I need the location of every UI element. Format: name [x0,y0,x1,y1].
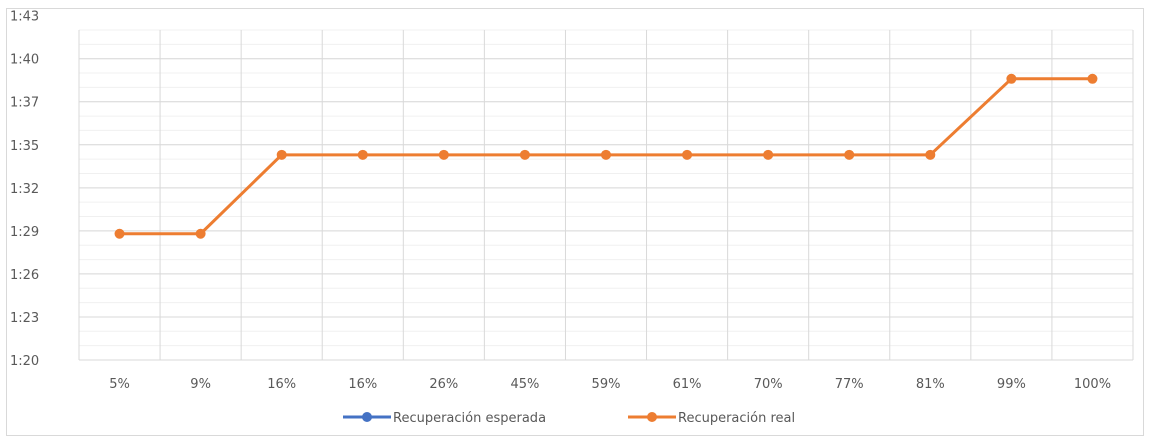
x-tick-label: 99% [997,377,1026,392]
x-tick-label: 16% [267,377,296,392]
legend-swatch-real-marker [647,412,657,422]
x-tick-label: 16% [348,377,377,392]
y-tick-label: 1:35 [10,139,39,154]
series-layer [114,73,1098,239]
x-tick-label: 100% [1074,377,1111,392]
data-point [519,149,530,160]
x-tick-label: 5% [109,377,130,392]
y-tick-label: 1:23 [10,311,39,326]
y-tick-label: 1:20 [10,354,39,369]
x-tick-label: 59% [592,377,621,392]
legend-item-expected: Recuperación esperada [343,411,546,426]
legend-swatch-expected-marker [362,412,372,422]
data-point [1087,73,1098,84]
y-tick-label: 1:26 [10,268,39,283]
axis-layer: 1:20 1:23 1:26 1:29 1:32 1:35 1:37 1:40 1:43 5% 9%… [10,10,1111,392]
legend-label-real: Recuperación real [678,411,795,426]
data-point [276,149,287,160]
data-point [195,228,206,239]
legend-label-expected: Recuperación esperada [393,411,546,426]
chart-frame [6,8,1144,436]
data-point [357,149,368,160]
x-tick-label: 77% [835,377,864,392]
data-point [682,149,693,160]
y-tick-label: 1:29 [10,225,39,240]
x-tick-label: 9% [190,377,211,392]
data-point [438,149,449,160]
legend-item-real: Recuperación real [628,411,795,426]
y-tick-label: 1:43 [10,10,39,25]
grid-layer [78,29,1134,361]
x-tick-label: 70% [754,377,783,392]
data-point [763,149,774,160]
data-point [114,228,125,239]
legend: Recuperación esperada Recuperación real [343,411,795,426]
data-point [1006,73,1017,84]
x-tick-label: 45% [510,377,539,392]
x-tick-label: 26% [429,377,458,392]
y-tick-label: 1:37 [10,96,39,111]
x-tick-label: 81% [916,377,945,392]
data-point [925,149,936,160]
y-tick-label: 1:32 [10,182,39,197]
data-point [844,149,855,160]
x-tick-label: 61% [673,377,702,392]
y-tick-label: 1:40 [10,53,39,68]
data-point [601,149,611,160]
